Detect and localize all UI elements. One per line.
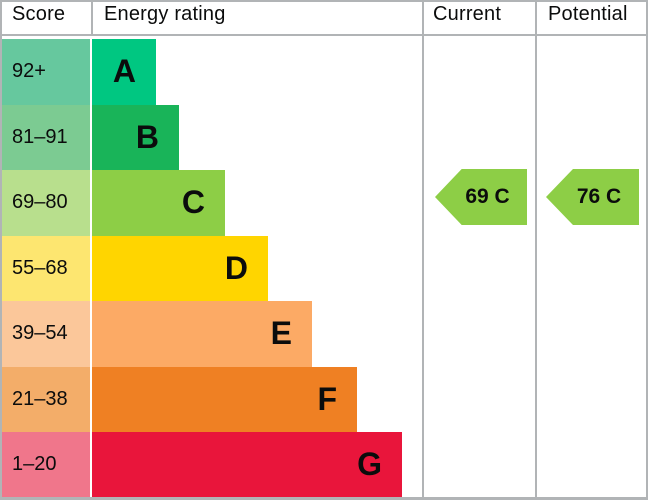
rating-bar-b: B xyxy=(92,104,179,170)
header-score-label: Score xyxy=(12,2,66,25)
band-row-e: 39–54 E xyxy=(0,301,420,367)
band-row-c: 69–80 C xyxy=(0,170,420,236)
band-row-a: 92+ A xyxy=(0,39,420,105)
header-current-label: Current xyxy=(433,2,502,25)
score-cell-a: 92+ xyxy=(2,39,90,105)
header-potential-label: Potential xyxy=(548,2,628,25)
band-row-f: 21–38 F xyxy=(0,366,420,432)
rating-bar-e: E xyxy=(92,301,312,367)
header-energy-rating-label: Energy rating xyxy=(104,2,226,25)
rating-bar-d: D xyxy=(92,235,268,301)
score-cell-e: 39–54 xyxy=(2,301,90,367)
score-cell-g: 1–20 xyxy=(2,432,90,498)
band-row-b: 81–91 B xyxy=(0,104,420,170)
chart-border-bottom xyxy=(0,497,648,500)
score-cell-d: 55–68 xyxy=(2,235,90,301)
current-column-divider xyxy=(422,2,424,497)
score-column-divider xyxy=(91,2,93,34)
rating-bar-f: F xyxy=(92,366,357,432)
rating-bar-c: C xyxy=(92,170,225,236)
header-underline xyxy=(0,34,648,36)
potential-column-divider xyxy=(535,2,537,497)
score-cell-b: 81–91 xyxy=(2,104,90,170)
potential-rating-arrow: 76 C xyxy=(546,169,639,225)
rating-bar-g: G xyxy=(92,432,402,498)
current-rating-arrow: 69 C xyxy=(435,169,527,225)
rating-bar-a: A xyxy=(92,39,156,105)
band-row-d: 55–68 D xyxy=(0,235,420,301)
chart-border-right xyxy=(646,0,648,500)
chart-border-left xyxy=(0,0,2,500)
chart-border-top xyxy=(0,0,648,2)
score-cell-f: 21–38 xyxy=(2,366,90,432)
score-cell-c: 69–80 xyxy=(2,170,90,236)
band-row-g: 1–20 G xyxy=(0,432,420,498)
